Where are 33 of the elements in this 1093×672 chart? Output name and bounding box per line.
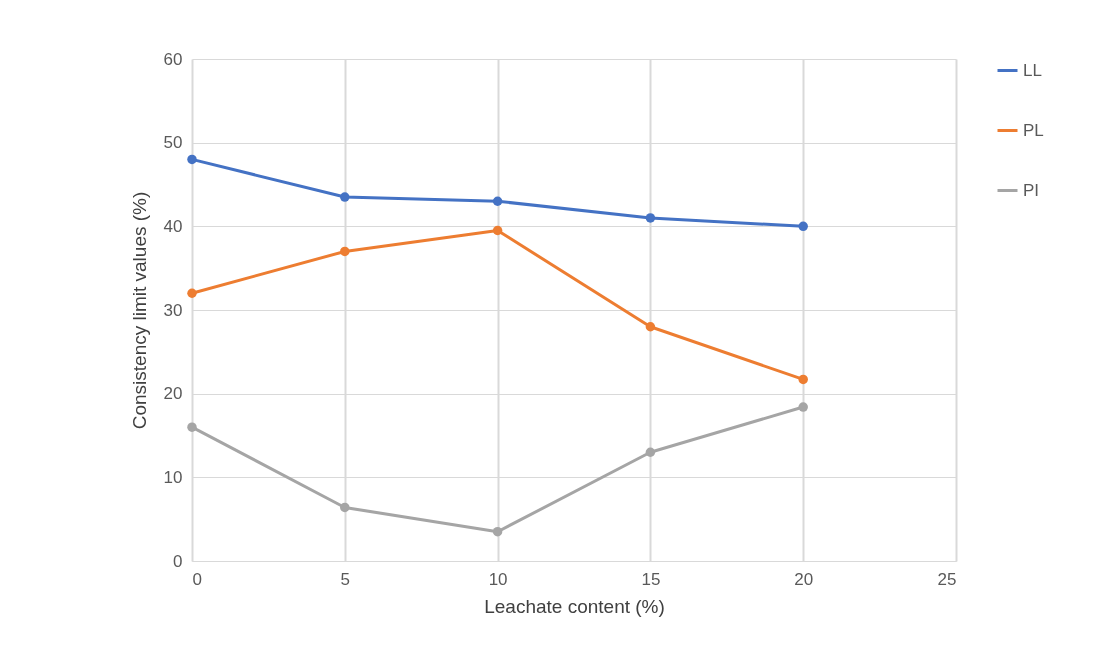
legend-label: PL bbox=[1023, 120, 1044, 140]
point bbox=[340, 502, 350, 513]
y-tick-label: 50 bbox=[163, 133, 183, 153]
point bbox=[187, 422, 197, 432]
x-tick-label: 10 bbox=[488, 569, 508, 589]
y-tick-label: 0 bbox=[173, 551, 183, 571]
y-tick-label: 20 bbox=[163, 384, 183, 404]
point bbox=[645, 447, 656, 457]
point bbox=[187, 288, 197, 298]
point bbox=[645, 322, 656, 332]
legend-label: LL bbox=[1023, 60, 1042, 80]
x-axis-title: Leachate content (%) bbox=[484, 595, 665, 617]
point bbox=[340, 192, 350, 202]
point bbox=[492, 225, 503, 236]
x-tick-label: 5 bbox=[340, 569, 351, 589]
point bbox=[798, 374, 808, 385]
y-tick-label: 30 bbox=[163, 300, 183, 320]
legend-label: PI bbox=[1023, 180, 1040, 200]
y-tick-label: 60 bbox=[163, 49, 183, 69]
point bbox=[492, 526, 503, 537]
point bbox=[340, 246, 350, 257]
point bbox=[492, 196, 503, 206]
y-tick-label: 40 bbox=[163, 216, 183, 236]
y-axis-title: Consistency limit values (%) bbox=[128, 191, 150, 430]
x-tick-label: 0 bbox=[192, 569, 202, 589]
x-tick-label: 25 bbox=[937, 569, 957, 589]
point bbox=[645, 213, 656, 223]
point bbox=[798, 221, 808, 232]
x-tick-label: 20 bbox=[794, 569, 814, 589]
y-tick-label: 10 bbox=[163, 467, 183, 487]
point bbox=[798, 402, 808, 412]
x-tick-label: 15 bbox=[641, 569, 661, 589]
point bbox=[187, 154, 197, 165]
